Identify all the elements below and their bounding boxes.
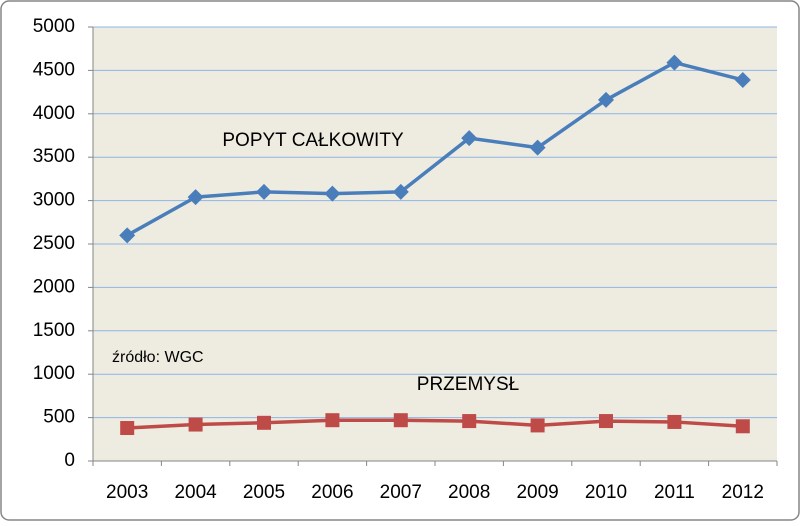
marker [119,227,136,244]
x-tick-label: 2009 [516,482,558,503]
marker [667,414,682,429]
marker [325,413,340,428]
x-tick-label: 2003 [106,482,148,503]
marker [734,71,751,88]
marker [257,415,271,430]
marker [735,419,750,434]
y-tick-label: 500 [43,407,75,428]
x-tick-label: 2008 [448,482,490,503]
x-tick-label: 2012 [722,482,764,503]
y-tick-label: 0 [64,450,75,471]
x-tick-label: 2004 [174,482,217,503]
y-tick-label: 4000 [33,103,75,124]
y-tick-label: 4500 [33,59,75,80]
x-tick-label: 2010 [585,482,627,503]
y-tick-label: 2000 [33,276,75,297]
marker [461,130,478,147]
annotation: źródło: WGC [112,349,204,366]
x-tick-label: 2011 [654,482,695,503]
series-label: PRZEMYSŁ [417,374,519,395]
marker [392,183,409,200]
y-tick-label: 3000 [33,190,75,211]
series-line [126,60,744,237]
y-tick-label: 1500 [33,320,75,341]
marker [120,421,135,436]
x-tick-label: 2006 [311,482,353,503]
series-label: POPYT CAŁKOWITY [222,130,404,151]
marker [324,185,341,202]
y-tick-label: 1000 [33,363,75,384]
marker [530,418,545,433]
x-tick-label: 2005 [243,482,285,503]
marker [599,414,613,429]
y-tick-label: 2500 [33,233,75,254]
marker [462,414,477,429]
marker [529,139,546,156]
marker [598,91,614,108]
y-tick-label: 3500 [33,146,75,167]
y-tick-label: 5000 [33,16,75,37]
series-line [127,418,743,430]
marker [666,54,683,71]
marker [188,417,203,432]
marker [393,413,408,428]
x-tick-label: 2007 [380,482,422,503]
marker [256,183,272,200]
marker [187,189,204,206]
